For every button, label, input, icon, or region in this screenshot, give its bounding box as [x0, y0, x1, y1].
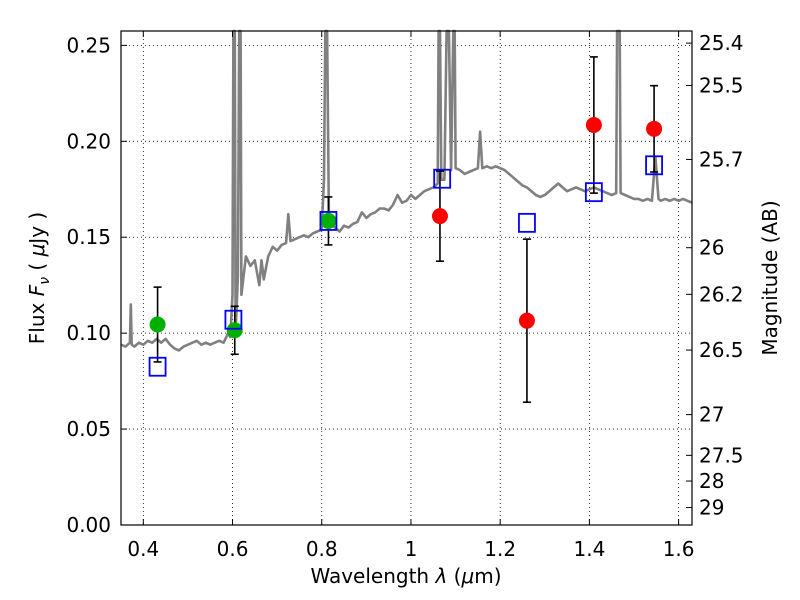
y-tick-label: 0.10: [66, 321, 111, 345]
x-tick-label: 1.2: [484, 537, 516, 561]
mag-tick-label: 26.5: [699, 338, 744, 362]
x-tick-label: 1.4: [573, 537, 605, 561]
ticks: 0.4 0.6 0.8 1 1.2 1.4 1.6 0.00 0.05 0.10 0.15 0.20 0…: [66, 31, 744, 561]
model-photometry-square: [645, 155, 663, 176]
x-tick-label: 0.6: [217, 537, 249, 561]
observed-flux-point: [646, 120, 663, 137]
mag-tick-label: 26.2: [699, 282, 744, 306]
mag-tick-label: 25.7: [699, 147, 744, 171]
observed-flux-point: [518, 312, 535, 329]
spectrum-layer: [120, 29, 693, 352]
error-bars: [153, 56, 659, 404]
y-tick-label: 0.00: [66, 513, 111, 537]
y-tick-label: 0.20: [66, 129, 111, 153]
x-tick-label: 0.8: [306, 537, 338, 561]
mag-tick-label: 27: [699, 403, 724, 427]
model-photometry-square: [224, 309, 243, 330]
mag-tick-label: 26: [699, 236, 724, 260]
model-photometry-square: [518, 212, 536, 233]
model-photometry-square: [584, 182, 603, 203]
x-axis-label: Wavelength λ (μm): [310, 564, 501, 588]
model-photometry-square: [319, 211, 338, 231]
x-tick-label: 0.4: [127, 537, 159, 561]
x-tick-label: 1: [405, 537, 418, 561]
x-tick-label: 1.6: [663, 537, 695, 561]
y-tick-label: 0.25: [66, 33, 111, 57]
mag-tick-label: 25.5: [699, 74, 744, 98]
mag-tick-label: 27.5: [699, 443, 744, 467]
observed-flux-point: [226, 322, 243, 339]
model-photometry-square: [148, 356, 167, 377]
model-spectrum-line: [120, 29, 693, 352]
model-photometry-square: [433, 168, 452, 189]
y-axis-label: Flux Fν ( μJy ): [25, 212, 53, 344]
observed-flux-point: [585, 117, 602, 134]
plot-frame: [120, 30, 693, 526]
mag-tick-label: 29: [699, 496, 724, 520]
mag-tick-label: 28: [699, 469, 724, 493]
data-points: [148, 117, 663, 377]
y-tick-label: 0.05: [66, 417, 111, 441]
mag-tick-label: 25.4: [699, 31, 744, 55]
y-tick-label: 0.15: [66, 225, 111, 249]
right-axis-label: Magnitude (AB): [758, 200, 782, 355]
observed-flux-point: [149, 316, 166, 333]
grid: [121, 31, 692, 526]
observed-flux-point: [431, 208, 448, 225]
observed-flux-point: [320, 212, 337, 229]
